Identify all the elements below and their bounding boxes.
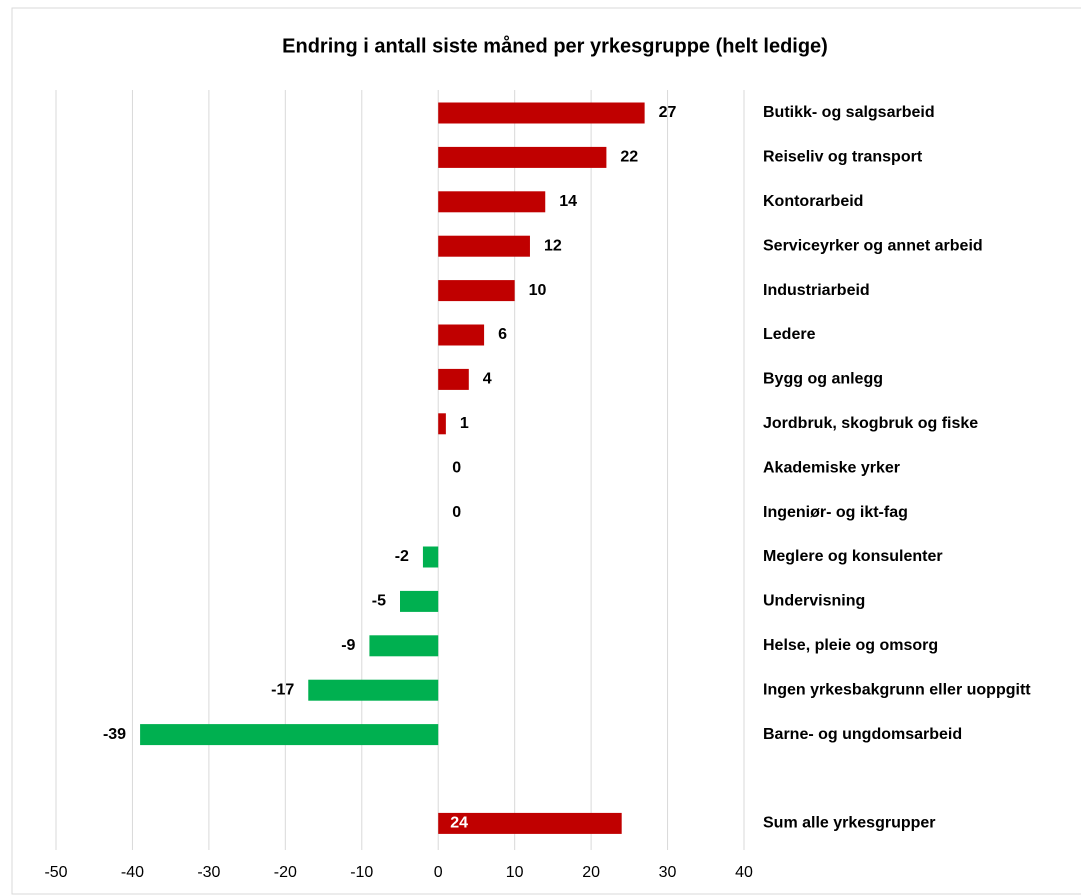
x-tick-label: 20 [582, 864, 600, 881]
x-tick-label: 40 [735, 864, 753, 881]
x-tick-label: 10 [506, 864, 524, 881]
bar [438, 146, 607, 168]
x-tick-label: -50 [44, 864, 67, 881]
value-label: 10 [529, 282, 547, 299]
chart-title: Endring i antall siste måned per yrkesgr… [282, 34, 828, 57]
value-label: 1 [460, 415, 469, 432]
value-label: 6 [498, 326, 507, 343]
category-label: Ledere [763, 326, 816, 343]
category-label: Akademiske yrker [763, 459, 900, 476]
category-label: Serviceyrker og annet arbeid [763, 237, 983, 254]
bar [400, 590, 439, 612]
value-label: -39 [103, 726, 126, 743]
value-label: 14 [559, 193, 577, 210]
x-tick-label: 0 [434, 864, 443, 881]
bar [438, 280, 515, 302]
value-label: 0 [452, 504, 461, 521]
category-label: Industriarbeid [763, 282, 870, 299]
x-tick-label: -40 [121, 864, 144, 881]
value-label: 27 [659, 104, 677, 121]
value-label: 22 [620, 149, 638, 166]
category-label: Kontorarbeid [763, 193, 863, 210]
category-label: Helse, pleie og omsorg [763, 637, 938, 654]
value-label: 0 [452, 459, 461, 476]
category-label: Meglere og konsulenter [763, 548, 943, 565]
bar [438, 324, 485, 346]
bar [140, 724, 439, 746]
category-label: Undervisning [763, 593, 865, 610]
category-label: Ingen yrkesbakgrunn eller uoppgitt [763, 681, 1031, 698]
bar [308, 679, 439, 701]
bar [438, 102, 645, 124]
value-label: 4 [483, 371, 492, 388]
chart-frame [11, 7, 1081, 895]
category-label: Bygg og anlegg [763, 371, 883, 388]
category-label: Butikk- og salgsarbeid [763, 104, 935, 121]
bar [438, 812, 622, 834]
bar [438, 235, 530, 257]
bar [438, 191, 546, 213]
value-label: -5 [372, 593, 386, 610]
category-label: Reiseliv og transport [763, 149, 923, 166]
category-label: Jordbruk, skogbruk og fiske [763, 415, 978, 432]
x-tick-label: -20 [274, 864, 297, 881]
bar [438, 413, 446, 435]
value-label: -9 [341, 637, 355, 654]
value-label: 24 [450, 815, 468, 832]
value-label: -17 [271, 681, 294, 698]
bar [438, 368, 469, 390]
x-tick-label: -30 [197, 864, 220, 881]
bar [422, 546, 439, 568]
category-label: Barne- og ungdomsarbeid [763, 726, 962, 743]
value-label: -2 [395, 548, 409, 565]
bar [369, 635, 439, 657]
category-label: Ingeniør- og ikt-fag [763, 504, 908, 521]
value-label: 12 [544, 237, 562, 254]
category-label: Sum alle yrkesgrupper [763, 815, 936, 832]
x-tick-label: 30 [659, 864, 677, 881]
x-tick-label: -10 [350, 864, 373, 881]
